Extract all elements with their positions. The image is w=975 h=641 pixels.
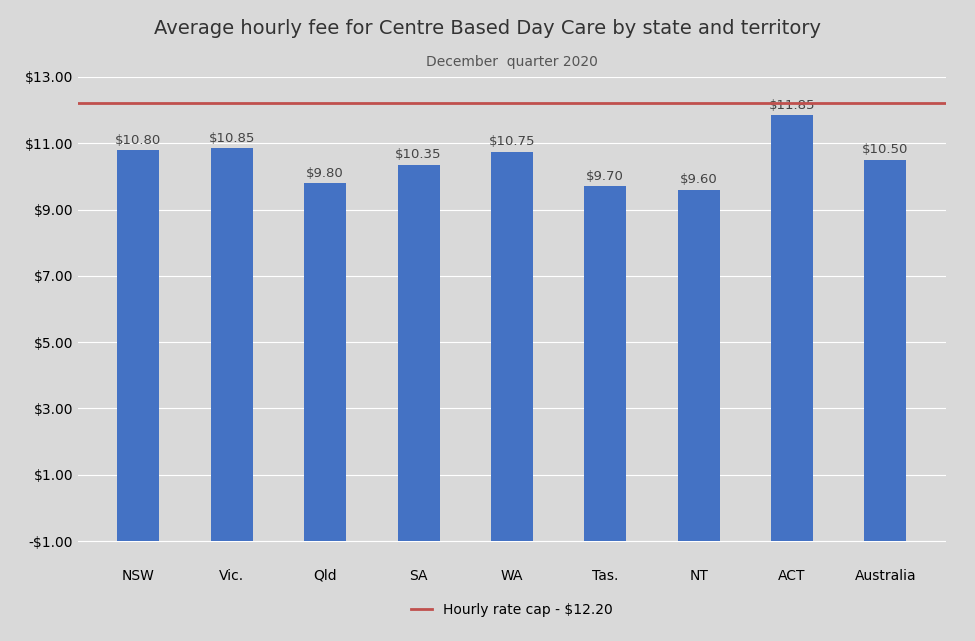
Bar: [678, 190, 720, 541]
Text: $10.35: $10.35: [395, 149, 442, 162]
Text: $10.50: $10.50: [862, 144, 909, 156]
Bar: [490, 151, 533, 541]
Text: $10.75: $10.75: [488, 135, 535, 148]
Text: $10.80: $10.80: [115, 133, 162, 147]
Bar: [211, 148, 253, 541]
Text: $11.85: $11.85: [768, 99, 815, 112]
Bar: [771, 115, 813, 541]
Bar: [864, 160, 907, 541]
Text: $9.80: $9.80: [306, 167, 344, 179]
Bar: [304, 183, 346, 541]
Legend: Hourly rate cap - $12.20: Hourly rate cap - $12.20: [406, 597, 618, 623]
Text: $9.70: $9.70: [586, 170, 624, 183]
Title: December  quarter 2020: December quarter 2020: [426, 55, 598, 69]
Text: $9.60: $9.60: [680, 173, 718, 187]
Bar: [117, 150, 160, 541]
Bar: [398, 165, 440, 541]
Text: $10.85: $10.85: [209, 132, 255, 145]
Text: Average hourly fee for Centre Based Day Care by state and territory: Average hourly fee for Centre Based Day …: [154, 19, 821, 38]
Bar: [584, 187, 626, 541]
